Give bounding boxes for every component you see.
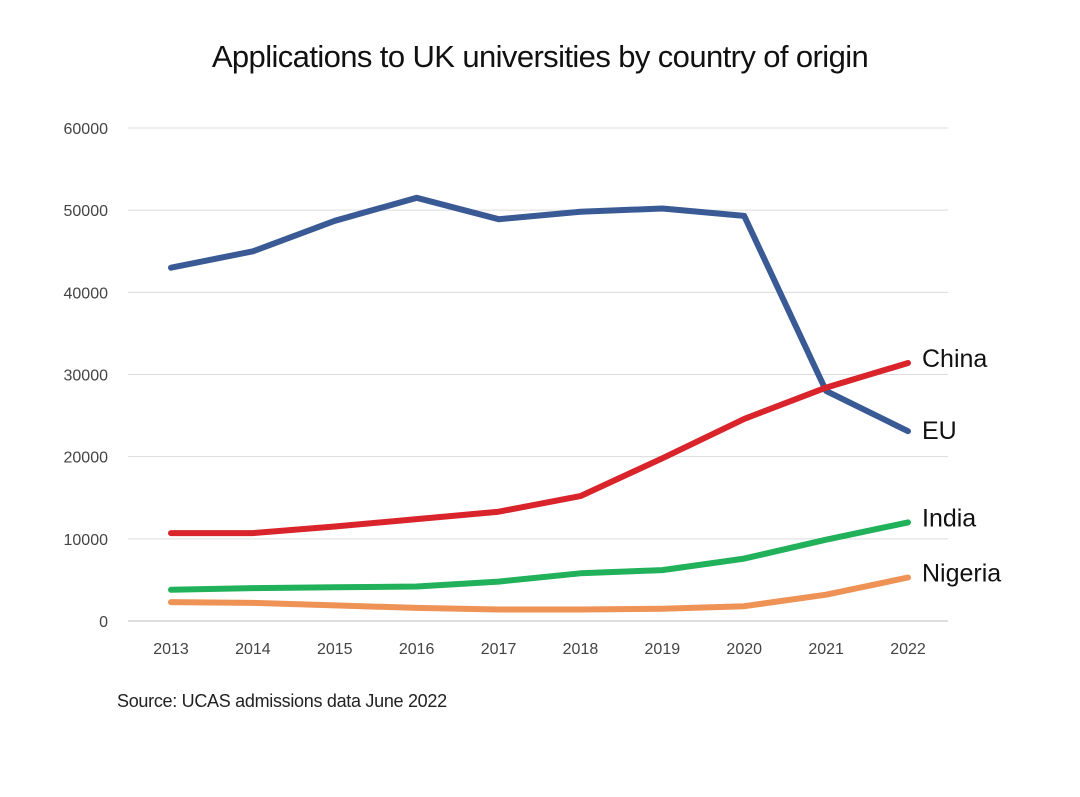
- series-lines: [168, 194, 911, 613]
- x-tick-label: 2014: [235, 641, 271, 658]
- x-tick-label: 2017: [481, 641, 517, 658]
- x-tick-label: 2021: [808, 641, 844, 658]
- x-tick-label: 2019: [645, 641, 681, 658]
- y-tick-label: 20000: [64, 450, 109, 467]
- series-label-eu: EU: [922, 417, 957, 445]
- series-labels: EU China India Nigeria: [922, 345, 1001, 587]
- series-line-nigeria: [168, 574, 911, 613]
- chart-title: Applications to UK universities by count…: [212, 39, 868, 74]
- y-axis-ticks: 0 10000 20000 30000 40000 50000 60000: [64, 121, 109, 631]
- x-tick-label: 2020: [726, 641, 762, 658]
- source-note: Source: UCAS admissions data June 2022: [117, 691, 447, 711]
- x-axis-ticks: 2013 2014 2015 2016 2017 2018 2019 2020 2021 2022: [153, 641, 926, 658]
- x-tick-label: 2016: [399, 641, 435, 658]
- x-tick-label: 2015: [317, 641, 353, 658]
- y-tick-label: 60000: [64, 121, 109, 138]
- series-label-nigeria: Nigeria: [922, 559, 1001, 587]
- gridlines: [128, 127, 948, 622]
- y-tick-label: 40000: [64, 285, 109, 302]
- x-tick-label: 2013: [153, 641, 189, 658]
- series-line-eu: [168, 194, 911, 435]
- x-tick-label: 2022: [890, 641, 926, 658]
- x-tick-label: 2018: [563, 641, 599, 658]
- series-label-china: China: [922, 345, 987, 373]
- series-line-india: [168, 519, 911, 593]
- y-tick-label: 0: [99, 614, 108, 631]
- y-tick-label: 50000: [64, 203, 109, 220]
- y-tick-label: 30000: [64, 368, 109, 385]
- y-tick-label: 10000: [64, 532, 109, 549]
- series-line-china: [168, 360, 911, 537]
- series-label-india: India: [922, 504, 976, 532]
